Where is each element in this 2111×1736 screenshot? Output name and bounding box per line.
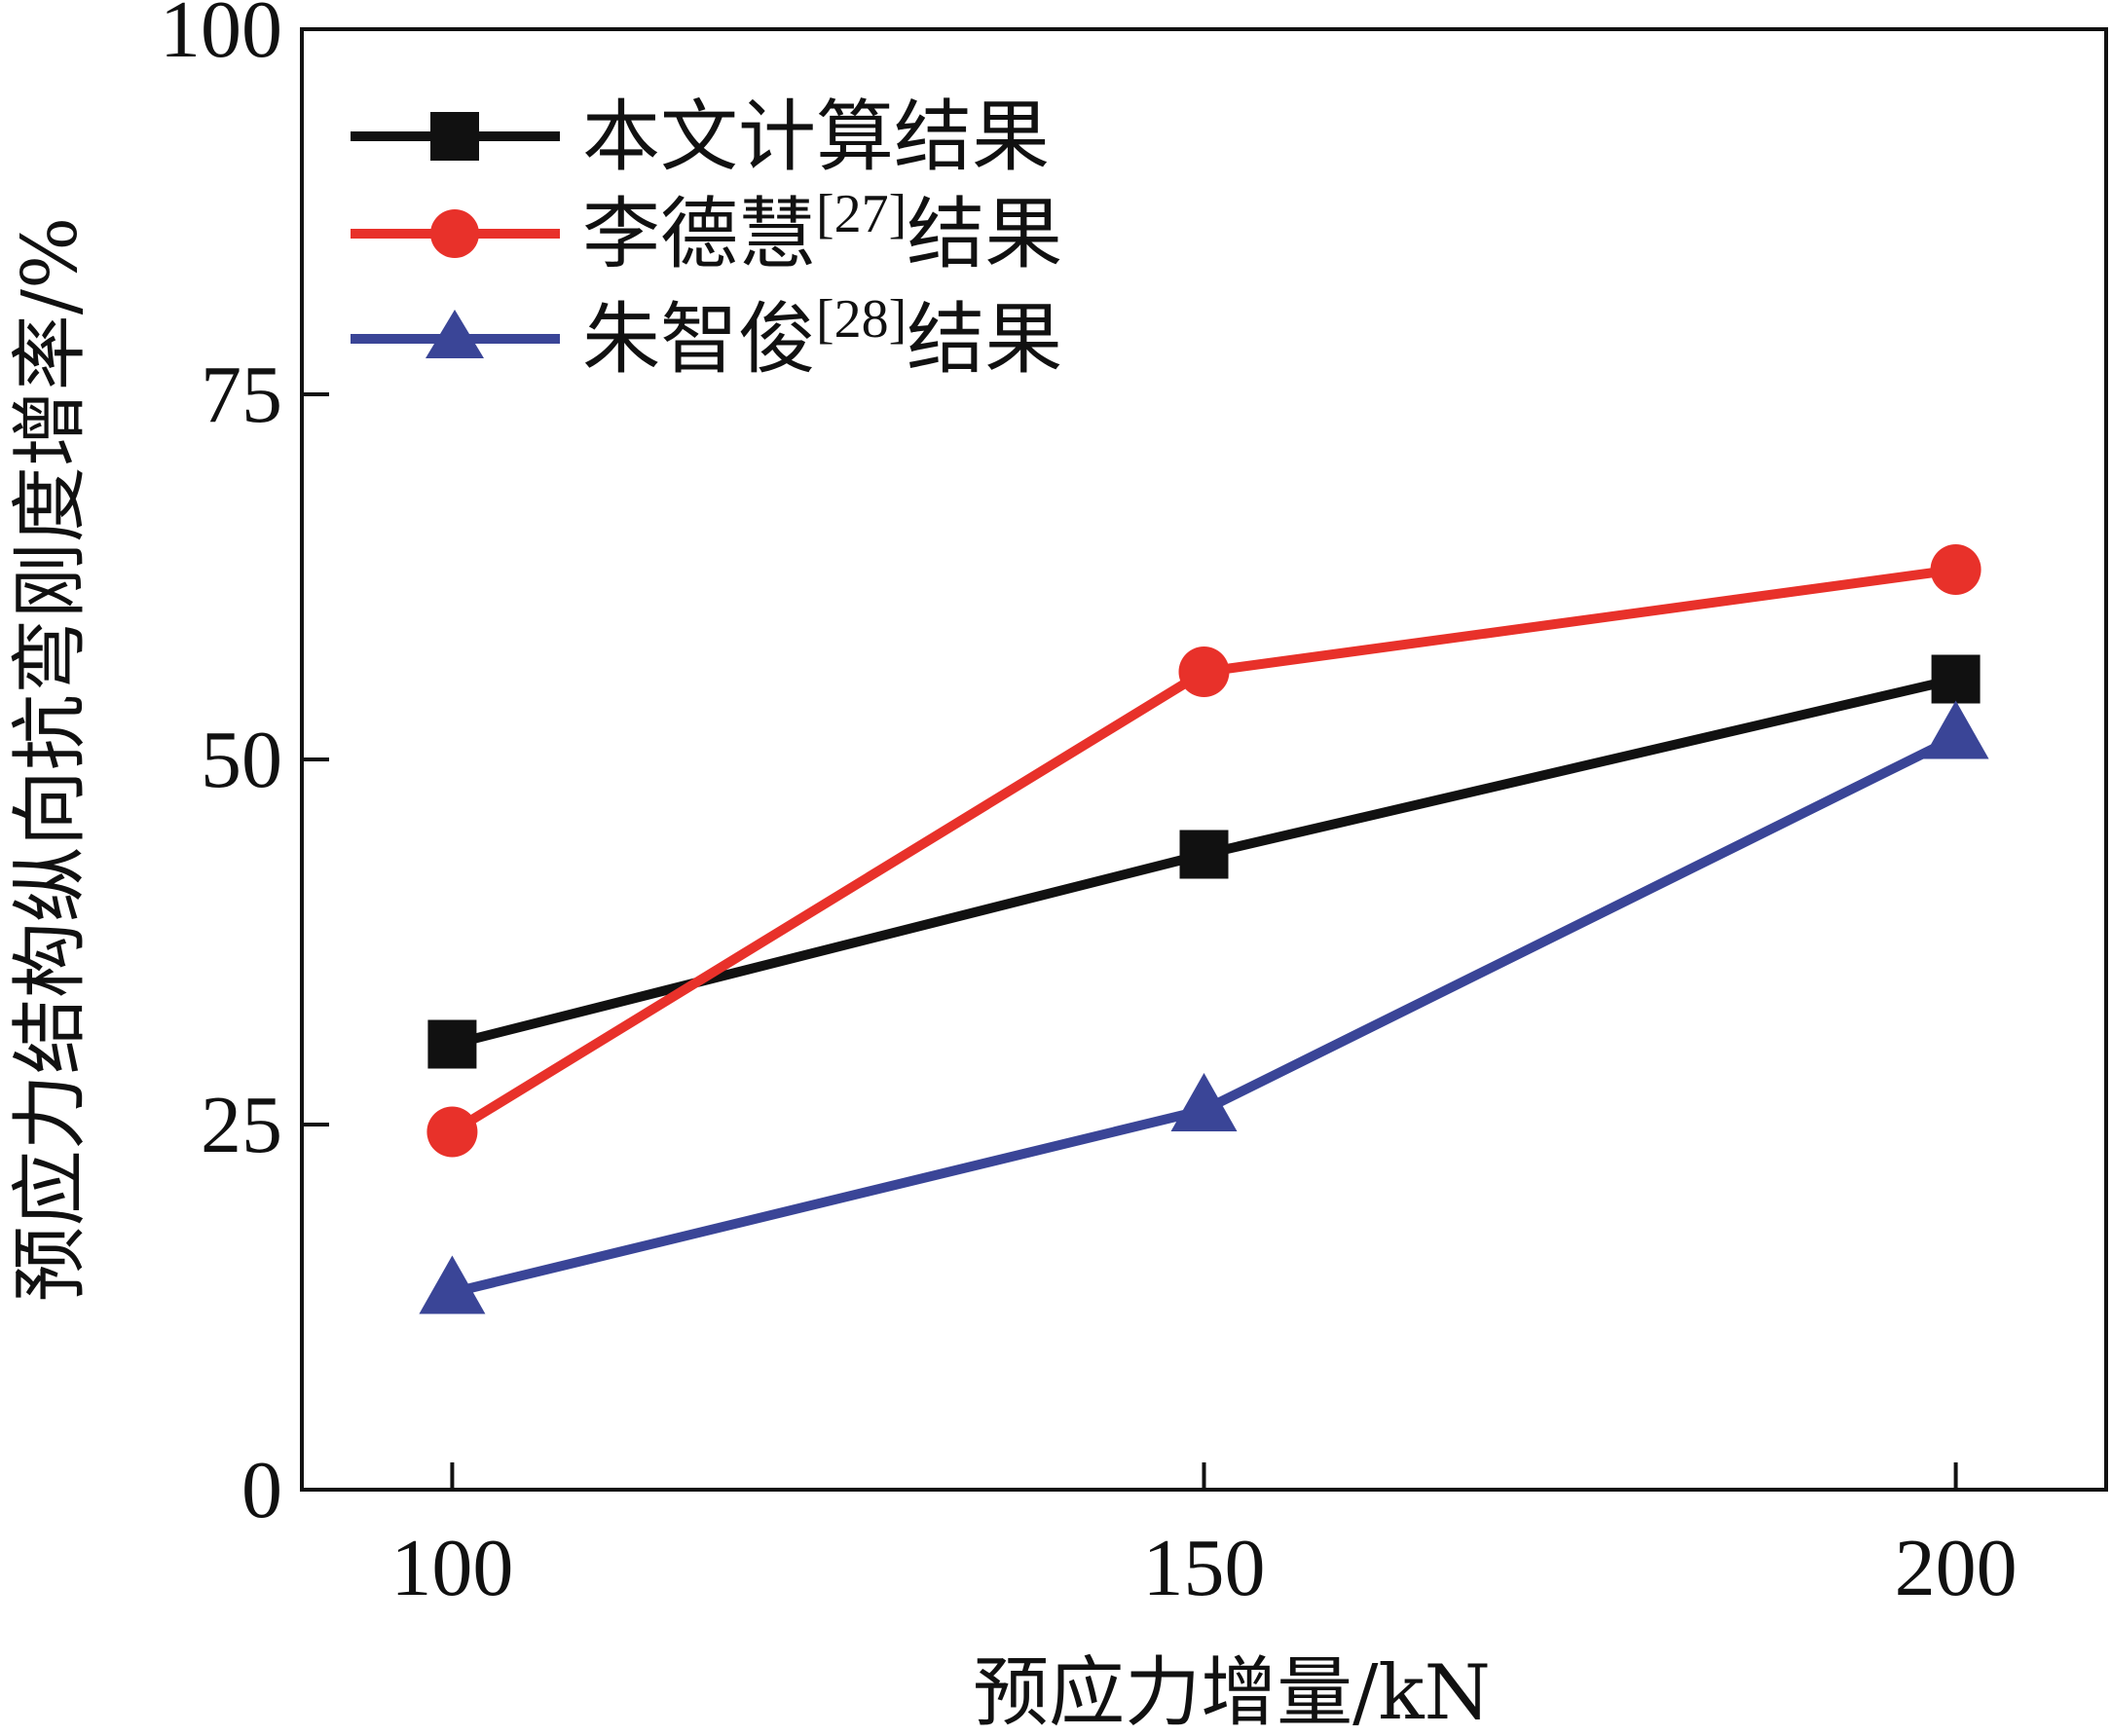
legend-ref-series-2: [27] xyxy=(816,184,907,244)
legend-suffix-series-2: 结果 xyxy=(907,189,1062,279)
x-axis-label: 预应力增量/kN xyxy=(973,1649,1491,1736)
data-point-series-2-2 xyxy=(1178,646,1230,697)
legend-marker-series-3 xyxy=(426,310,484,358)
legend-label-series-1: 本文计算结果 xyxy=(582,92,1050,182)
legend-label-series-3: 朱智俊 xyxy=(582,294,816,385)
legend-marker-series-1 xyxy=(430,112,479,161)
axis-ticks: 0 25 50 75 100 100 150 200 xyxy=(160,0,2018,1613)
legend-ref-series-3: [28] xyxy=(816,289,907,350)
legend-label-series-2: 李德慧 xyxy=(582,189,816,279)
data-point-series-2-3 xyxy=(1930,544,1981,595)
series-line-3 xyxy=(451,733,1958,1298)
legend: 本文计算结果 李德慧[27]结果 朱智俊[28]结果 xyxy=(351,92,1062,385)
svg-text:李德慧[27]结果: 李德慧[27]结果 xyxy=(582,184,1062,279)
y-axis-label: 预应力结构纵向抗弯刚度增率/% xyxy=(7,217,94,1302)
data-point-series-2-1 xyxy=(426,1106,478,1158)
svg-text:朱智俊[28]结果: 朱智俊[28]结果 xyxy=(582,289,1062,385)
y-tick-label: 100 xyxy=(160,0,282,75)
series-markers xyxy=(419,544,1989,1314)
data-point-series-3-3 xyxy=(1922,700,1989,759)
legend-suffix-series-3: 结果 xyxy=(907,294,1062,385)
legend-marker-series-2 xyxy=(430,209,479,258)
data-point-series-1-1 xyxy=(427,1019,477,1069)
data-point-series-1-2 xyxy=(1179,830,1229,879)
y-tick-label: 25 xyxy=(201,1080,282,1170)
y-tick-label: 75 xyxy=(201,350,282,440)
data-point-series-1-3 xyxy=(1931,654,1981,704)
x-tick-label: 150 xyxy=(1143,1523,1266,1613)
y-tick-label: 50 xyxy=(201,715,282,805)
plot-frame xyxy=(300,27,2108,1492)
x-tick-label: 200 xyxy=(1895,1523,2018,1613)
x-tick-label: 100 xyxy=(390,1523,513,1613)
data-point-series-3-2 xyxy=(1170,1073,1238,1131)
data-point-series-3-1 xyxy=(419,1255,486,1314)
svg-text:本文计算结果: 本文计算结果 xyxy=(582,92,1050,182)
y-tick-label: 0 xyxy=(241,1445,282,1535)
